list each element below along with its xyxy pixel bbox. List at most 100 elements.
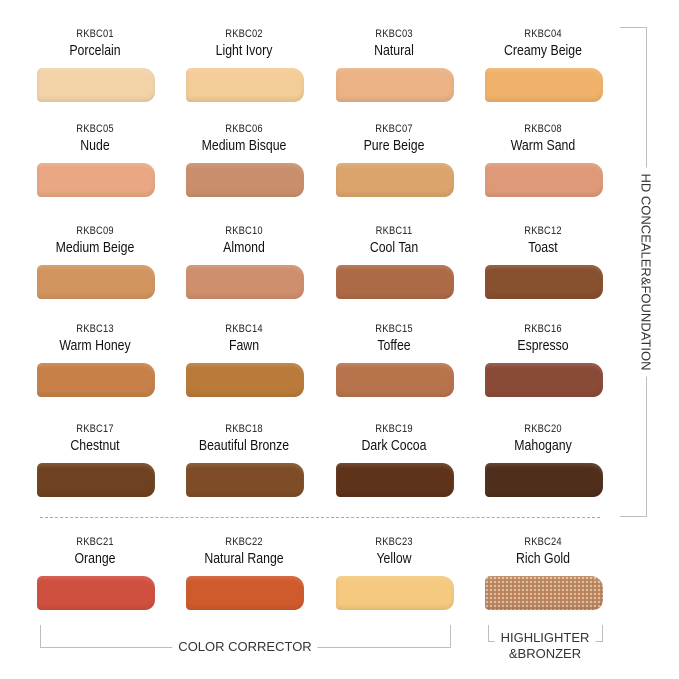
shade-code: RKBC12 (524, 225, 562, 237)
shade-item: RKBC19 Dark Cocoa (324, 423, 464, 503)
shade-item: RKBC05 Nude (25, 123, 165, 203)
shade-name: Yellow (376, 550, 412, 567)
shade-name: Creamy Beige (504, 42, 582, 59)
shade-item: RKBC08 Warm Sand (473, 123, 613, 203)
shade-code: RKBC23 (375, 536, 413, 548)
shade-code: RKBC06 (225, 123, 263, 135)
shade-code: RKBC20 (524, 423, 562, 435)
shade-swatch (37, 576, 155, 610)
highlighter-bracket-right (602, 625, 603, 641)
shade-item: RKBC13 Warm Honey (25, 323, 165, 403)
shade-item: RKBC22 Natural Range (174, 536, 314, 616)
highlighter-label-line1: HIGHLIGHTER (500, 630, 590, 645)
shade-name: Fawn (228, 337, 260, 354)
shade-name: Toffee (377, 337, 411, 354)
shade-swatch (336, 576, 454, 610)
shade-name: Warm Honey (59, 337, 131, 354)
shade-code: RKBC09 (76, 225, 114, 237)
shade-item: RKBC11 Cool Tan (324, 225, 464, 305)
shade-swatch (37, 163, 155, 197)
shade-name: Natural (374, 42, 414, 59)
shade-item: RKBC03 Natural (324, 28, 464, 108)
shade-code: RKBC13 (76, 323, 114, 335)
shade-code: RKBC21 (76, 536, 114, 548)
shade-swatch (186, 163, 304, 197)
highlighter-group-label: HIGHLIGHTER &BRONZER (494, 630, 596, 662)
shade-item: RKBC12 Toast (473, 225, 613, 305)
shade-item: RKBC21 Orange (25, 536, 165, 616)
shade-name: Pure Beige (363, 137, 425, 154)
foundation-bracket-top (620, 27, 647, 28)
shade-swatch (485, 576, 603, 610)
shade-code: RKBC24 (524, 536, 562, 548)
shade-item: RKBC17 Chestnut (25, 423, 165, 503)
shade-item: RKBC06 Medium Bisque (174, 123, 314, 203)
shade-swatch (37, 363, 155, 397)
shade-name: Porcelain (69, 42, 121, 59)
shade-item: RKBC15 Toffee (324, 323, 464, 403)
shade-name: Cool Tan (369, 239, 419, 256)
shade-item: RKBC07 Pure Beige (324, 123, 464, 203)
shade-swatch (37, 463, 155, 497)
shade-swatch (186, 363, 304, 397)
shade-name: Orange (74, 550, 116, 567)
foundation-group-label: HD CONCEALER&FOUNDATION (638, 167, 654, 377)
shade-code: RKBC08 (524, 123, 562, 135)
shade-item: RKBC01 Porcelain (25, 28, 165, 108)
shade-swatch (485, 163, 603, 197)
section-divider (40, 517, 600, 518)
shade-swatch (485, 265, 603, 299)
shade-swatch (336, 265, 454, 299)
shade-name: Nude (80, 137, 110, 154)
shade-swatch (186, 265, 304, 299)
shade-code: RKBC02 (225, 28, 263, 40)
shade-swatch (336, 163, 454, 197)
shade-name: Toast (528, 239, 558, 256)
shade-name: Light Ivory (215, 42, 273, 59)
shade-code: RKBC07 (375, 123, 413, 135)
shade-swatch (37, 68, 155, 102)
foundation-bracket-bottom (620, 516, 647, 517)
shade-name: Rich Gold (515, 550, 570, 567)
highlighter-bracket-left (488, 625, 489, 641)
corrector-bracket-left (40, 625, 41, 647)
shade-item: RKBC16 Espresso (473, 323, 613, 403)
shade-item: RKBC04 Creamy Beige (473, 28, 613, 108)
shade-code: RKBC11 (375, 225, 413, 237)
shade-item: RKBC24 Rich Gold (473, 536, 613, 616)
shade-swatch (186, 68, 304, 102)
shade-swatch (37, 265, 155, 299)
shade-swatch (485, 68, 603, 102)
shade-code: RKBC18 (225, 423, 263, 435)
shade-name: Almond (223, 239, 265, 256)
shade-swatch (485, 463, 603, 497)
shade-item: RKBC02 Light Ivory (174, 28, 314, 108)
shade-code: RKBC05 (76, 123, 114, 135)
shade-code: RKBC19 (375, 423, 413, 435)
shade-name: Medium Beige (55, 239, 135, 256)
shade-item: RKBC10 Almond (174, 225, 314, 305)
shade-code: RKBC14 (225, 323, 263, 335)
shade-name: Warm Sand (510, 137, 576, 154)
shade-name: Chestnut (70, 437, 120, 454)
shade-swatch (186, 576, 304, 610)
corrector-group-label: COLOR CORRECTOR (172, 639, 318, 654)
shade-code: RKBC17 (76, 423, 114, 435)
shade-item: RKBC09 Medium Beige (25, 225, 165, 305)
shade-name: Medium Bisque (201, 137, 287, 154)
shade-name: Espresso (517, 337, 569, 354)
shade-code: RKBC16 (524, 323, 562, 335)
shade-code: RKBC22 (225, 536, 263, 548)
shade-code: RKBC15 (375, 323, 413, 335)
shade-swatch (336, 68, 454, 102)
shade-name: Natural Range (204, 550, 284, 567)
shade-item: RKBC18 Beautiful Bronze (174, 423, 314, 503)
highlighter-label-line2: &BRONZER (508, 646, 582, 661)
shade-swatch (485, 363, 603, 397)
shade-item: RKBC14 Fawn (174, 323, 314, 403)
shade-item: RKBC20 Mahogany (473, 423, 613, 503)
shade-code: RKBC01 (76, 28, 114, 40)
shade-name: Beautiful Bronze (198, 437, 290, 454)
shade-item: RKBC23 Yellow (324, 536, 464, 616)
